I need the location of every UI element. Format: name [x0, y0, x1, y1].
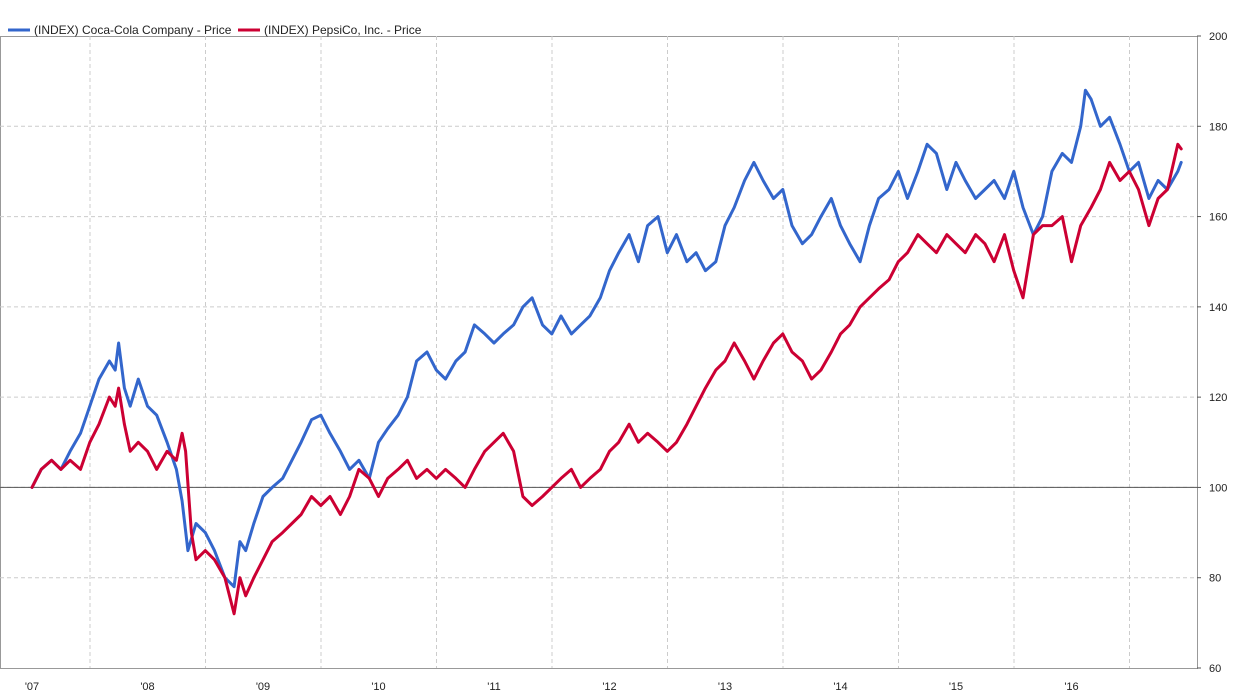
y-tick-label: 180 [1209, 121, 1227, 133]
legend: (INDEX) Coca-Cola Company - Price (INDEX… [8, 23, 422, 37]
x-tick-label: '15 [949, 681, 963, 693]
series-line-pepsico [30, 142, 1183, 616]
y-tick-label: 140 [1209, 302, 1227, 314]
y-tick-label: 100 [1209, 482, 1227, 494]
x-tick-label: '08 [140, 681, 154, 693]
x-tick-label: '16 [1064, 681, 1078, 693]
x-tick-label: '12 [602, 681, 616, 693]
x-tick-label: '13 [718, 681, 732, 693]
y-tick-label: 60 [1209, 663, 1221, 675]
x-axis-ticks: '07 '08 '09 '10 '11 '12 '13 '14 '15 '16 [25, 681, 1079, 693]
legend-item-pepsico[interactable]: (INDEX) PepsiCo, Inc. - Price [238, 23, 422, 37]
grid-lines [0, 36, 1197, 668]
x-tick-label: '10 [371, 681, 385, 693]
y-tick-label: 80 [1209, 573, 1221, 585]
legend-item-coca-cola[interactable]: (INDEX) Coca-Cola Company - Price [8, 23, 232, 37]
series-line-coca-cola [30, 88, 1183, 589]
plot-frame [0, 36, 1198, 669]
series-lines [30, 88, 1183, 616]
y-axis-ticks: 60 80 100 120 140 160 180 200 [1197, 31, 1227, 675]
legend-label-coca-cola: (INDEX) Coca-Cola Company - Price [34, 23, 232, 37]
x-tick-label: '09 [256, 681, 270, 693]
x-tick-label: '07 [25, 681, 39, 693]
x-tick-label: '14 [833, 681, 847, 693]
y-tick-label: 200 [1209, 31, 1227, 43]
legend-label-pepsico: (INDEX) PepsiCo, Inc. - Price [264, 23, 422, 37]
y-tick-label: 160 [1209, 212, 1227, 224]
x-tick-label: '11 [487, 681, 501, 693]
y-tick-label: 120 [1209, 392, 1227, 404]
